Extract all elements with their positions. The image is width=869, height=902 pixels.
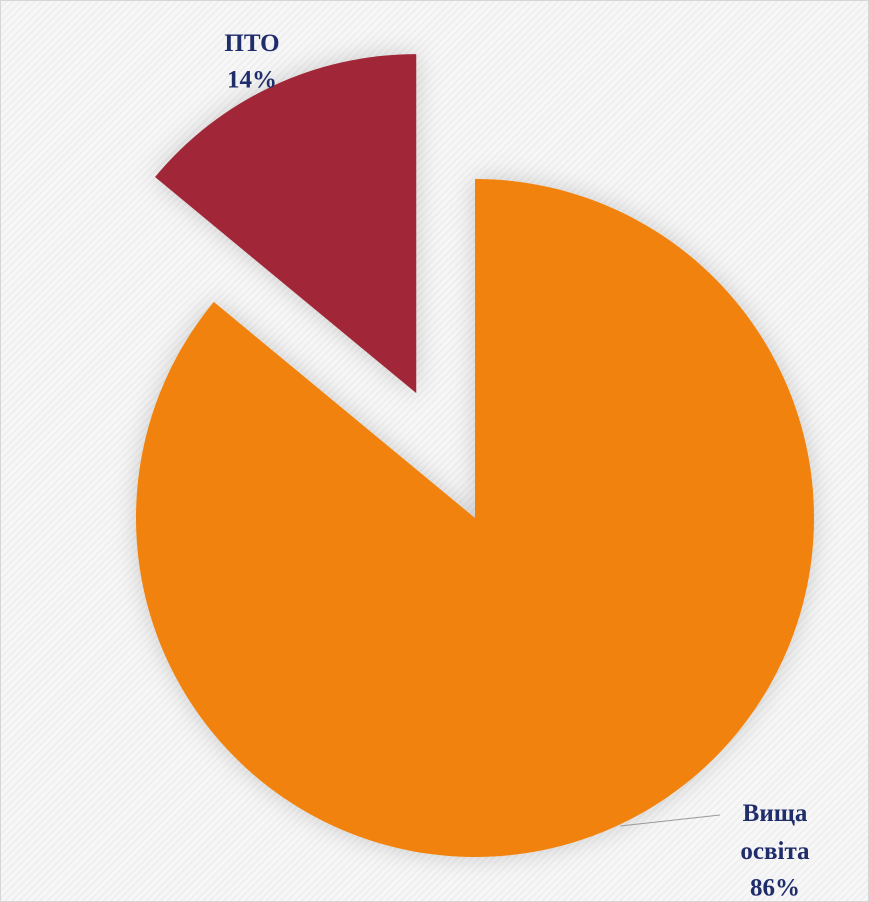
pie-slice bbox=[136, 179, 814, 857]
value-label: 14% bbox=[227, 67, 277, 94]
value-label: 86% bbox=[750, 875, 800, 902]
leader-line bbox=[619, 814, 721, 827]
category-label: Вища освіта bbox=[740, 800, 810, 865]
pie-slice bbox=[155, 54, 417, 394]
category-label: ПТО bbox=[224, 30, 279, 57]
